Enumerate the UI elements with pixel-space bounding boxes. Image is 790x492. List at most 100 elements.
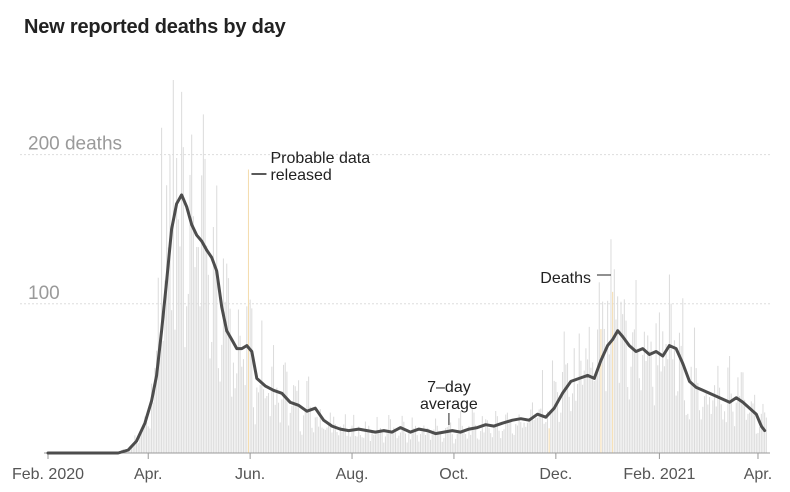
death-bar	[480, 431, 482, 453]
death-bar	[169, 154, 171, 453]
death-bar	[304, 409, 306, 453]
seven-day-average-path	[46, 193, 767, 455]
death-bar	[278, 402, 280, 453]
death-bar	[267, 392, 270, 453]
death-bar	[226, 263, 228, 453]
death-bar	[720, 404, 722, 453]
death-bar	[368, 425, 370, 453]
death-bar	[663, 366, 665, 453]
death-bar	[256, 387, 258, 453]
y-axis-labels: 100 200 deaths	[28, 134, 122, 304]
death-bar	[343, 424, 345, 453]
death-bar	[580, 360, 582, 453]
death-bar	[132, 444, 134, 453]
death-bar	[593, 381, 595, 453]
death-bar	[333, 416, 335, 453]
death-bar	[595, 376, 597, 453]
death-bar	[677, 391, 679, 453]
death-bar	[364, 421, 366, 453]
death-bar	[670, 303, 672, 453]
death-bar	[528, 418, 530, 453]
death-bar	[515, 424, 517, 453]
death-bar	[533, 419, 535, 453]
death-bar	[152, 402, 154, 453]
death-bar	[633, 329, 635, 453]
death-bar	[600, 329, 602, 453]
x-tick-label: Dec.	[539, 466, 572, 483]
death-bar	[433, 429, 435, 453]
death-bar	[202, 114, 204, 453]
death-bar	[714, 385, 716, 453]
death-bar	[386, 433, 388, 453]
death-bar	[660, 371, 662, 453]
death-bar	[623, 299, 625, 453]
death-bar	[690, 366, 692, 453]
death-bar	[643, 331, 645, 453]
death-bar	[257, 392, 260, 453]
death-bar	[176, 157, 178, 454]
death-bar	[476, 438, 478, 453]
death-bar	[572, 393, 574, 453]
death-bar	[207, 274, 209, 453]
death-bar	[700, 419, 702, 453]
death-bar	[334, 424, 336, 453]
death-bar	[321, 427, 323, 453]
death-bar	[456, 433, 458, 453]
x-tick-label: Jun.	[235, 466, 265, 483]
death-bar	[523, 422, 525, 453]
death-bar	[448, 418, 450, 453]
death-bar	[441, 441, 443, 453]
death-bar	[181, 91, 183, 454]
death-bar	[588, 326, 590, 453]
death-bar	[399, 432, 401, 453]
death-bar	[326, 427, 328, 453]
death-bar	[425, 435, 427, 453]
death-bar	[729, 355, 731, 453]
death-bar	[565, 364, 567, 453]
death-bar	[510, 419, 512, 453]
death-bar	[683, 400, 685, 453]
death-bar	[269, 416, 271, 453]
death-bar	[346, 435, 348, 453]
death-bar	[526, 422, 528, 453]
y-tick-label: 100	[28, 283, 60, 304]
death-bar	[221, 344, 223, 453]
death-bar	[401, 415, 403, 453]
death-bar	[303, 415, 305, 453]
x-tick-label: Feb. 2021	[623, 466, 695, 483]
death-bar	[356, 436, 358, 453]
death-bar	[144, 416, 146, 453]
death-bar	[488, 428, 490, 453]
death-bar	[590, 367, 592, 453]
death-bar	[174, 329, 176, 453]
death-bar	[301, 434, 303, 453]
death-bar	[428, 428, 430, 453]
death-bar	[177, 219, 179, 453]
death-bar	[438, 430, 440, 453]
death-bar	[610, 239, 612, 453]
death-bar	[446, 427, 448, 453]
death-bar	[466, 438, 468, 453]
death-bar	[712, 400, 714, 453]
death-bar	[293, 385, 295, 453]
death-bar	[697, 382, 699, 453]
death-bar	[637, 348, 639, 453]
death-bar	[191, 134, 193, 453]
death-bar	[291, 405, 293, 453]
death-bar	[189, 174, 191, 453]
death-bar	[286, 371, 288, 453]
death-bar	[752, 403, 754, 453]
death-bar	[187, 293, 189, 453]
death-bar	[237, 309, 239, 453]
death-bar	[411, 417, 413, 453]
death-bar	[229, 308, 231, 453]
death-bar	[725, 422, 727, 453]
death-bar	[585, 348, 587, 453]
death-bar	[481, 416, 483, 453]
death-bar	[680, 345, 682, 453]
death-bar	[214, 270, 216, 453]
death-bar	[577, 383, 579, 453]
death-bar	[413, 428, 415, 453]
death-bar	[451, 434, 453, 453]
